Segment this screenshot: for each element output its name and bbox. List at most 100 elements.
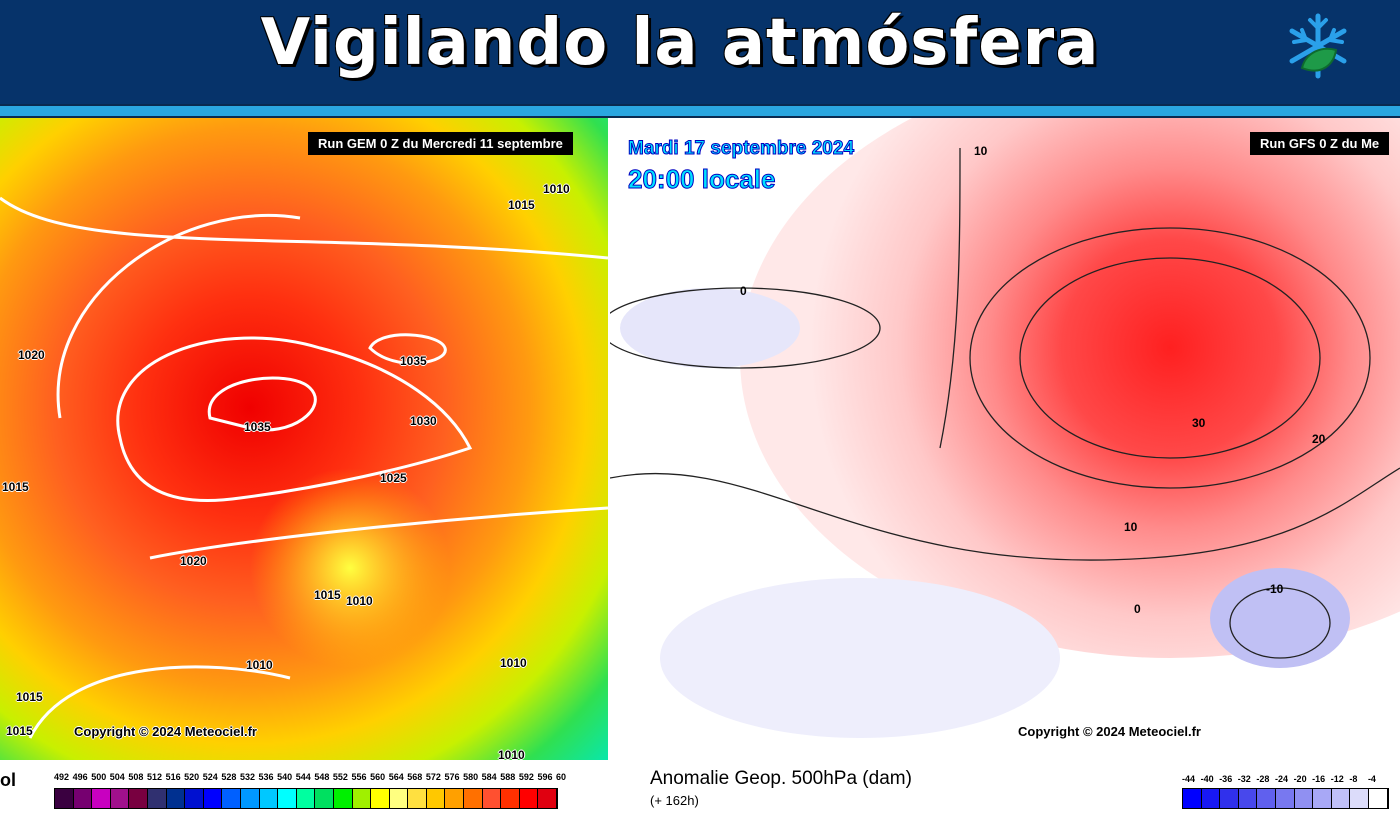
legend-swatch <box>333 789 353 808</box>
legend-tick: 572 <box>425 772 441 782</box>
legend-tick: -36 <box>1219 774 1233 784</box>
legend-swatch <box>129 789 148 808</box>
legend-tick: 544 <box>295 772 311 782</box>
legend-tick: 500 <box>91 772 107 782</box>
legend-tick: -20 <box>1293 774 1307 784</box>
legend-swatch <box>445 789 465 808</box>
legend-swatch <box>352 789 372 808</box>
isobar-label: 1015 <box>314 588 341 602</box>
legend-tick: -44 <box>1182 774 1196 784</box>
legend-tick: 524 <box>202 772 218 782</box>
legend-ticks: -44 -40 -36 -32 -28 -24 -20 -16 -12 -8 -4 <box>1182 774 1387 784</box>
legend-swatch <box>166 789 186 808</box>
geopotential-anomaly-map-gfs: Run GFS 0 Z du Me Mardi 17 septembre 202… <box>610 118 1400 760</box>
header-stripe <box>0 104 1400 118</box>
isobar-label: 1035 <box>244 420 271 434</box>
legend-tick: 592 <box>518 772 534 782</box>
legend-tick: 588 <box>500 772 516 782</box>
run-info-label: Run GEM 0 Z du Mercredi 11 septembre <box>308 132 573 155</box>
legend-swatch <box>315 789 334 808</box>
legend-swatch <box>1331 789 1351 808</box>
legend-tick: 552 <box>332 772 348 782</box>
run-info-label: Run GFS 0 Z du Me <box>1250 132 1390 155</box>
contour-label: 30 <box>1192 416 1206 430</box>
pressure-field <box>0 118 608 760</box>
legend-tick: 512 <box>146 772 162 782</box>
legend-tick: 596 <box>537 772 553 782</box>
contour-label: 0 <box>740 284 747 298</box>
isobar-label: 1020 <box>180 554 207 568</box>
legend-swatch <box>296 789 316 808</box>
page-title: Vigilando la atmósfera <box>260 6 1100 80</box>
legend-swatch <box>482 789 502 808</box>
legend-tick: -40 <box>1200 774 1214 784</box>
legend-swatch <box>1183 789 1202 808</box>
isobar-label: 1010 <box>246 658 273 672</box>
legend-swatch <box>73 789 93 808</box>
contour-label: 10 <box>1124 520 1138 534</box>
legend-swatch <box>55 789 74 808</box>
legend-swatch <box>259 789 279 808</box>
legend-tick: 516 <box>165 772 181 782</box>
legend-swatch <box>408 789 427 808</box>
legend-tick: 520 <box>184 772 200 782</box>
legend-tick: 584 <box>481 772 497 782</box>
isobar-label: 1010 <box>500 656 527 670</box>
legend-swatch <box>278 789 297 808</box>
legend-swatch <box>501 789 520 808</box>
legend-swatch <box>1238 789 1258 808</box>
legend-label: ol <box>0 770 16 790</box>
legend-color-bar <box>1182 788 1389 809</box>
legend-tick: 60 <box>556 772 567 782</box>
isobar-label: 1010 <box>498 748 525 760</box>
legend-tick: 492 <box>54 772 70 782</box>
legend-swatch <box>203 789 223 808</box>
contour-label: -10 <box>1266 582 1284 596</box>
anomaly-legend: Anomalie Geop. 500hPa (dam) (+ 162h) -44… <box>610 760 1400 817</box>
copyright: Copyright © 2024 Meteociel.fr <box>1018 724 1201 739</box>
legend-swatch <box>240 789 260 808</box>
legend-tick: 540 <box>277 772 293 782</box>
legend-swatch <box>371 789 390 808</box>
legend-tick: 556 <box>351 772 367 782</box>
legend-tick: -16 <box>1312 774 1326 784</box>
legend-swatch <box>1350 789 1369 808</box>
legend-swatch <box>519 789 539 808</box>
legend-swatch <box>147 789 167 808</box>
copyright: Copyright © 2024 Meteociel.fr <box>74 724 257 739</box>
legend-tick: -4 <box>1367 774 1376 784</box>
legend-swatch <box>92 789 111 808</box>
legend-swatch <box>538 789 558 808</box>
legend-tick: 508 <box>128 772 144 782</box>
legend-tick: 528 <box>221 772 237 782</box>
legend-swatch <box>1275 789 1295 808</box>
isobar-label: 1015 <box>16 690 43 704</box>
legend-ticks: 492 496 500 504 508 512 516 520 524 528 532 536 540 5… <box>54 772 575 782</box>
isobar-label: 1015 <box>2 480 29 494</box>
legend-swatch <box>1220 789 1239 808</box>
legend-swatch <box>1201 789 1221 808</box>
legend-swatch <box>1313 789 1332 808</box>
legend-tick: 532 <box>239 772 255 782</box>
legend-swatch <box>185 789 204 808</box>
contour-label: 20 <box>1312 432 1326 446</box>
legend-swatch <box>426 789 446 808</box>
legend-title: Anomalie Geop. 500hPa (dam) <box>650 768 912 789</box>
contour-label: 10 <box>974 144 988 158</box>
legend-swatch <box>222 789 241 808</box>
legend-tick: -12 <box>1330 774 1344 784</box>
isobar-label: 1015 <box>508 198 535 212</box>
legend-tick: -24 <box>1274 774 1288 784</box>
legend-tick: 576 <box>444 772 460 782</box>
isobar-label: 1015 <box>6 724 33 738</box>
legend-swatch <box>110 789 130 808</box>
legend-swatch <box>1368 789 1388 808</box>
legend-tick: 564 <box>388 772 404 782</box>
legend-subtitle: (+ 162h) <box>650 793 699 808</box>
legend-tick: 580 <box>463 772 479 782</box>
legend-tick: 560 <box>370 772 386 782</box>
legend-tick: 504 <box>109 772 125 782</box>
legend-swatch <box>1294 789 1314 808</box>
legend-tick: 536 <box>258 772 274 782</box>
contour-label: 0 <box>1134 602 1141 616</box>
